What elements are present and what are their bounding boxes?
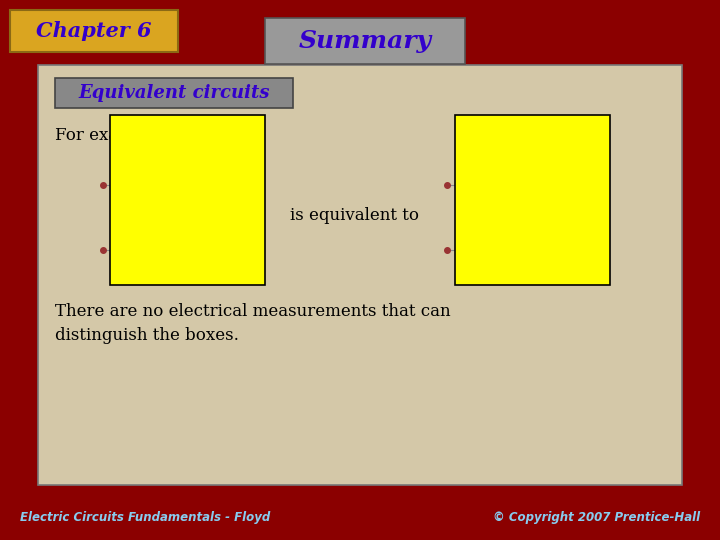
Bar	[38, 65, 682, 485]
Text: Summary: Summary	[299, 29, 431, 53]
Bar	[110, 115, 265, 285]
Text: is equivalent to: is equivalent to	[290, 206, 420, 224]
Text: Electric Circuits Fundamentals - Floyd: Electric Circuits Fundamentals - Floyd	[20, 511, 270, 524]
Text: There are no electrical measurements that can: There are no electrical measurements tha…	[55, 303, 451, 321]
Text: For example:: For example:	[55, 126, 166, 144]
Text: Chapter 6: Chapter 6	[36, 21, 152, 41]
Bar	[10, 10, 178, 52]
Bar	[455, 115, 610, 285]
Text: distinguish the boxes.: distinguish the boxes.	[55, 327, 239, 343]
Text: Equivalent circuits: Equivalent circuits	[78, 84, 270, 102]
Bar	[265, 18, 465, 64]
Bar	[55, 78, 293, 108]
Text: © Copyright 2007 Prentice-Hall: © Copyright 2007 Prentice-Hall	[493, 511, 700, 524]
